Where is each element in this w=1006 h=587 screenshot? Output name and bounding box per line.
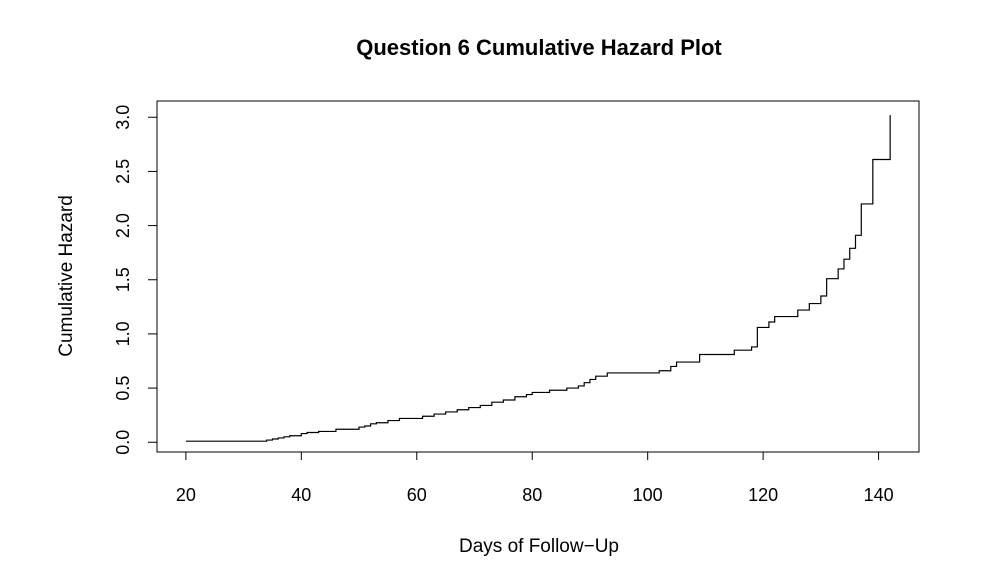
x-tick-label: 20 (176, 485, 196, 505)
x-tick-label: 80 (522, 485, 542, 505)
y-tick-label: 1.5 (113, 267, 133, 292)
x-tick-label: 100 (633, 485, 663, 505)
y-tick-label: 0.5 (113, 376, 133, 401)
x-tick-label: 60 (407, 485, 427, 505)
y-tick-label: 0.0 (113, 430, 133, 455)
y-axis: 0.0 0.5 1.0 1.5 2.0 2.5 3.0 (113, 105, 158, 455)
x-tick-label: 40 (291, 485, 311, 505)
chart-title: Question 6 Cumulative Hazard Plot (356, 35, 722, 60)
plot-frame (156, 100, 920, 453)
x-tick-label: 140 (864, 485, 894, 505)
x-axis: 20 40 60 80 100 120 140 (176, 451, 894, 505)
x-tick-label: 120 (748, 485, 778, 505)
series-cumulative-hazard (185, 115, 891, 442)
y-axis-label: Cumulative Hazard (56, 195, 77, 357)
y-tick-label: 1.0 (113, 321, 133, 346)
y-tick-label: 2.0 (113, 213, 133, 238)
y-tick-label: 3.0 (113, 105, 133, 130)
x-axis-label: Days of Follow−Up (459, 536, 619, 557)
y-tick-label: 2.5 (113, 159, 133, 184)
